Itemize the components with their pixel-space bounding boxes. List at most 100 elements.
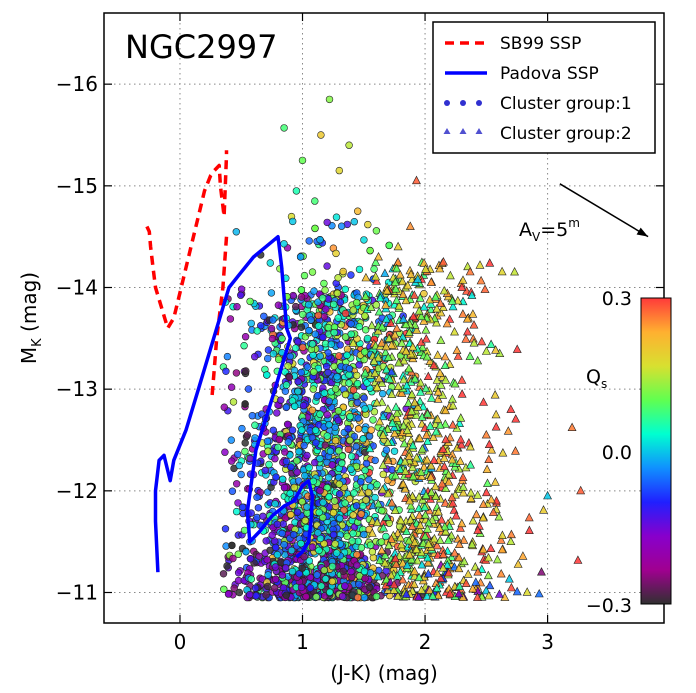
cluster-group-1-point <box>346 412 354 421</box>
cluster-group-1-point <box>310 287 318 295</box>
cluster-group-1-point <box>299 401 308 410</box>
cluster-group-1-point <box>297 539 305 548</box>
cluster-group-1-point <box>229 398 238 406</box>
cluster-group-1-point <box>346 436 354 445</box>
cluster-group-1-point <box>253 513 261 522</box>
y-axis-label: MK (mag) <box>17 272 45 364</box>
cluster-group-1-point <box>332 385 340 393</box>
cluster-group-1-point <box>329 509 338 517</box>
cluster-group-1-point <box>333 373 341 381</box>
cluster-group-1-point <box>305 557 313 565</box>
cluster-group-1-point <box>361 312 369 320</box>
cluster-group-1-point <box>298 426 306 434</box>
cluster-group-1-point <box>360 567 369 576</box>
cluster-group-1-point <box>303 363 312 371</box>
cluster-group-1-point <box>352 442 360 451</box>
cluster-group-1-point <box>269 426 277 434</box>
cluster-group-1-point <box>228 541 236 550</box>
cluster-group-1-point <box>295 447 303 456</box>
cluster-group-1-point <box>341 285 349 293</box>
cluster-group-1-point <box>263 582 272 591</box>
x-tick-label: 3 <box>541 630 554 654</box>
cluster-group-1-point <box>361 466 369 475</box>
cluster-group-1-point <box>264 447 272 455</box>
cluster-group-1-point <box>352 502 361 510</box>
cluster-group-1-point <box>312 439 320 447</box>
cluster-group-1-point <box>365 475 373 484</box>
cluster-group-1-point <box>328 562 337 571</box>
cluster-group-1-point <box>336 341 344 349</box>
cluster-group-1-point <box>325 493 333 501</box>
cluster-group-1-point <box>296 253 305 261</box>
cluster-group-1-point <box>320 279 328 288</box>
cluster-group-1-point <box>228 457 236 465</box>
cluster-group-1-point <box>311 224 319 233</box>
cluster-group-1-point <box>353 550 361 559</box>
cluster-group-1-point <box>241 447 249 456</box>
cluster-group-1-point <box>326 447 335 455</box>
cluster-group-1-point <box>254 504 263 512</box>
cluster-group-1-point <box>311 458 319 467</box>
cluster-group-1-point <box>223 352 232 361</box>
cluster-group-1-point <box>251 421 259 429</box>
cluster-group-1-point <box>362 459 371 468</box>
cluster-group-1-point <box>299 310 307 319</box>
cluster-group-1-point <box>314 322 323 330</box>
cluster-group-1-point <box>220 403 229 411</box>
cluster-group-1-point <box>307 316 315 324</box>
cluster-group-1-point <box>366 569 375 577</box>
cluster-group-1-point <box>385 241 393 250</box>
cluster-group-1-point <box>369 416 377 424</box>
cluster-group-1-point <box>271 575 280 583</box>
cluster-group-1-point <box>330 362 338 370</box>
cluster-group-1-point <box>281 387 290 395</box>
cluster-group-1-point <box>368 548 377 556</box>
cluster-group-1-point <box>364 488 373 497</box>
cluster-group-1-point <box>321 441 329 449</box>
cluster-group-1-point <box>420 290 428 298</box>
cluster-group-1-point <box>251 584 260 592</box>
cluster-group-1-point <box>292 344 300 352</box>
cluster-group-1-point <box>273 550 282 559</box>
cluster-group-1-point <box>240 342 248 350</box>
cluster-group-1-point <box>331 437 340 445</box>
cluster-group-1-point <box>298 498 306 506</box>
cluster-group-1-point <box>293 457 301 465</box>
cluster-group-1-point <box>335 166 343 175</box>
cluster-group-1-point <box>277 396 285 404</box>
cluster-group-1-point <box>303 451 311 460</box>
cluster-group-1-point <box>251 353 259 361</box>
cluster-group-1-point <box>221 525 230 533</box>
cluster-group-1-point <box>227 383 236 391</box>
cluster-group-1-point <box>377 538 386 546</box>
cluster-group-1-point <box>232 369 241 377</box>
cluster-group-1-point <box>224 590 233 598</box>
cluster-group-1-point <box>345 379 353 387</box>
cluster-group-1-point <box>311 330 319 338</box>
cluster-group-1-point <box>320 389 329 397</box>
cluster-group-1-point <box>354 593 362 602</box>
cluster-group-1-point <box>320 539 328 548</box>
chart-title: NGC2997 <box>125 28 278 66</box>
cluster-group-1-point <box>280 240 288 248</box>
cluster-group-1-point <box>319 333 327 341</box>
cluster-group-1-point <box>263 371 271 379</box>
cluster-group-1-point <box>287 546 296 555</box>
cluster-group-1-point <box>355 361 363 369</box>
cluster-group-1-point <box>255 552 263 560</box>
cluster-group-1-point <box>347 465 355 473</box>
cluster-group-1-point <box>371 456 379 465</box>
cluster-group-1-point <box>361 348 369 356</box>
cluster-group-1-point <box>240 526 249 535</box>
cluster-group-1-point <box>344 445 353 453</box>
cluster-group-1-point <box>262 591 270 599</box>
cluster-group-1-point <box>323 218 331 227</box>
cluster-group-1-point <box>378 507 386 515</box>
cluster-group-1-point <box>292 187 301 195</box>
cluster-group-1-point <box>275 435 283 444</box>
cluster-group-1-point <box>335 352 343 360</box>
cluster-group-1-point <box>341 309 350 318</box>
cluster-group-1-point <box>372 227 381 235</box>
legend-sb99-label: SB99 SSP <box>500 34 581 54</box>
